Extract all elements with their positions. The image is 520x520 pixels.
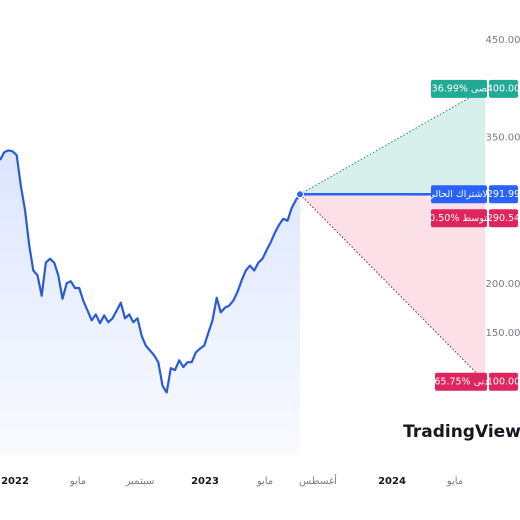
- price-line: [0, 149, 301, 394]
- y-tick-label: 200.00: [486, 279, 520, 290]
- current-point: [296, 190, 304, 199]
- price-area: [0, 150, 300, 455]
- current-value: 291.99: [487, 189, 520, 200]
- x-tick-label: مايو: [69, 476, 86, 487]
- x-tick-label: سبتمبر: [125, 476, 155, 487]
- min-label: -65.75% أدنى: [431, 374, 491, 387]
- x-tick-label: مايو: [256, 476, 273, 487]
- average-value: 290.54: [487, 213, 520, 224]
- average-label: -0.50% متوسط: [426, 213, 492, 224]
- logo: TradingView: [403, 422, 520, 442]
- min-value-badge: [489, 372, 518, 391]
- max-label-badge: [431, 79, 487, 98]
- background: [0, 88, 485, 455]
- y-tick-label: 450.00: [486, 35, 520, 46]
- y-tick-label: 350.00: [486, 133, 520, 144]
- x-tick-label: 2023: [191, 476, 219, 487]
- x-tick-label: 2024: [378, 476, 406, 487]
- y-tick-label: 150.00: [486, 328, 520, 339]
- max-label: +36.99% أقصى: [424, 81, 495, 94]
- max-value-badge: [489, 79, 518, 98]
- max-value: 400.00: [487, 83, 520, 94]
- current-value-badge: [489, 185, 518, 204]
- min-area: [300, 194, 485, 382]
- x-tick-label: 2022: [1, 476, 29, 487]
- average-label-badge: [431, 209, 487, 228]
- x-tick-label: أغسطس: [299, 474, 337, 487]
- min-value: 100.00: [487, 376, 520, 387]
- current-label-badge: [431, 185, 487, 204]
- current-label: الاشتراك الحالي: [428, 189, 491, 200]
- average-value-badge: [489, 209, 518, 228]
- x-tick-label: مايو: [446, 476, 463, 487]
- min-label-badge: [435, 372, 487, 391]
- max-line: [299, 88, 486, 195]
